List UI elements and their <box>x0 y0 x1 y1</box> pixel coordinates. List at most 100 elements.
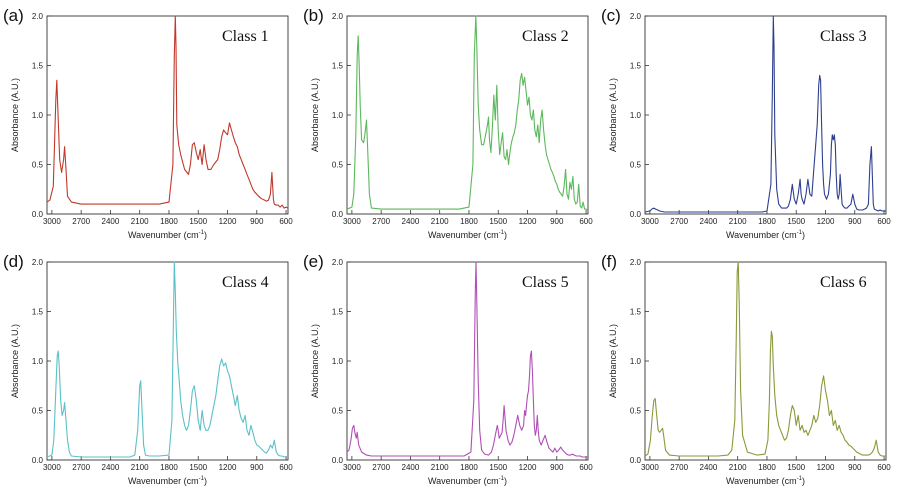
x-tick-label: 900 <box>550 463 564 472</box>
y-axis-title: Absorbance (A.U.) <box>10 78 20 152</box>
y-tick-label: 0.5 <box>630 407 642 416</box>
x-tick-label: 3000 <box>43 217 61 226</box>
x-tick-label: 2100 <box>131 463 149 472</box>
y-tick-label: 1.0 <box>32 111 44 120</box>
x-tick-label: 600 <box>279 463 293 472</box>
x-tick-label: 2100 <box>729 217 747 226</box>
class-title: Class 3 <box>820 28 867 45</box>
y-tick-label: 0.5 <box>630 161 642 170</box>
x-tick-label: 2700 <box>670 463 688 472</box>
y-tick-label: 0.5 <box>332 407 344 416</box>
y-tick-label: 1.0 <box>630 357 642 366</box>
x-axis-title: Wavenumber (cm-1) <box>726 230 805 240</box>
x-tick-label: 1200 <box>219 463 237 472</box>
x-tick-label: 1500 <box>489 463 507 472</box>
y-tick-label: 0.5 <box>32 407 44 416</box>
x-tick-label: 1200 <box>219 217 237 226</box>
x-tick-label: 3000 <box>343 217 361 226</box>
x-tick-label: 2700 <box>72 463 90 472</box>
x-tick-label: 2100 <box>729 463 747 472</box>
x-tick-label: 3000 <box>641 217 659 226</box>
x-tick-label: 2700 <box>372 217 390 226</box>
y-axis-title: Absorbance (A.U.) <box>608 324 618 398</box>
x-tick-label: 2400 <box>402 217 420 226</box>
y-axis-title: Absorbance (A.U.) <box>608 78 618 152</box>
plot-frame <box>644 15 887 215</box>
x-tick-label: 1800 <box>460 217 478 226</box>
y-tick-label: 0.0 <box>32 456 44 465</box>
plot-frame <box>46 15 289 215</box>
x-tick-label: 900 <box>848 217 862 226</box>
x-tick-label: 1200 <box>519 463 537 472</box>
x-axis-title: Wavenumber (cm-1) <box>428 476 507 486</box>
spectrum-line <box>346 261 588 458</box>
plot-frame <box>644 261 887 461</box>
x-tick-label: 1200 <box>519 217 537 226</box>
y-tick-label: 1.0 <box>32 357 44 366</box>
panel-label: (c) <box>601 6 621 25</box>
y-axis-title: Absorbance (A.U.) <box>10 324 20 398</box>
y-axis-title: Absorbance (A.U.) <box>310 324 320 398</box>
x-tick-label: 3000 <box>343 463 361 472</box>
x-tick-label: 900 <box>250 463 264 472</box>
x-tick-label: 1800 <box>460 463 478 472</box>
spectrum-line <box>346 15 589 211</box>
x-axis-title: Wavenumber (cm-1) <box>726 476 805 486</box>
plot-frame <box>346 261 589 461</box>
y-tick-label: 2.0 <box>630 258 642 267</box>
x-tick-label: 1500 <box>189 463 207 472</box>
panel-label: (f) <box>601 252 617 271</box>
spectrum-panel: (c) 0.0 0.5 1.0 1.5 2.0 3000 2700 2400 2100 1800 15… <box>601 6 891 240</box>
y-tick-label: 2.0 <box>32 258 44 267</box>
spectrum-panel: (e) 0.0 0.5 1.0 1.5 2.0 3000 2700 2400 2100 1800 15… <box>303 252 593 486</box>
y-tick-label: 1.0 <box>332 357 344 366</box>
x-tick-label: 1800 <box>160 463 178 472</box>
x-tick-label: 2400 <box>700 217 718 226</box>
x-tick-label: 2700 <box>372 463 390 472</box>
x-axis-title: Wavenumber (cm-1) <box>128 476 207 486</box>
y-tick-label: 2.0 <box>332 258 344 267</box>
x-tick-label: 1500 <box>489 217 507 226</box>
x-tick-label: 1200 <box>817 463 835 472</box>
y-tick-label: 2.0 <box>332 12 344 21</box>
x-tick-label: 600 <box>877 217 891 226</box>
x-tick-label: 1800 <box>758 217 776 226</box>
spectrum-line <box>46 261 288 458</box>
y-tick-label: 1.5 <box>32 62 44 71</box>
x-tick-label: 2400 <box>102 217 120 226</box>
x-tick-label: 1500 <box>189 217 207 226</box>
y-tick-label: 1.5 <box>630 308 642 317</box>
y-tick-label: 2.0 <box>32 12 44 21</box>
spectrum-panel: (a) 0.0 0.5 1.0 1.5 2.0 3000 2700 2400 2100 1800 15… <box>3 6 293 240</box>
y-tick-label: 0.0 <box>630 456 642 465</box>
x-tick-label: 2400 <box>102 463 120 472</box>
spectrum-panel: (f) 0.0 0.5 1.0 1.5 2.0 3000 2700 2400 2100 1800 15… <box>601 252 891 486</box>
x-tick-label: 900 <box>250 217 264 226</box>
x-axis-title: Wavenumber (cm-1) <box>428 230 507 240</box>
x-tick-label: 1500 <box>787 463 805 472</box>
panel-label: (a) <box>3 6 24 25</box>
plot-frame <box>346 15 589 215</box>
x-tick-label: 3000 <box>43 463 61 472</box>
x-tick-label: 900 <box>848 463 862 472</box>
y-tick-label: 1.5 <box>332 308 344 317</box>
panel-label: (b) <box>303 6 324 25</box>
panel-label: (d) <box>3 252 24 271</box>
x-tick-label: 2400 <box>700 463 718 472</box>
class-title: Class 4 <box>222 274 269 291</box>
y-tick-label: 2.0 <box>630 12 642 21</box>
y-tick-label: 1.5 <box>32 308 44 317</box>
y-tick-label: 0.5 <box>32 161 44 170</box>
x-tick-label: 1800 <box>758 463 776 472</box>
x-tick-label: 1500 <box>787 217 805 226</box>
y-axis-title: Absorbance (A.U.) <box>310 78 320 152</box>
y-tick-label: 0.0 <box>32 210 44 219</box>
spectrum-line <box>644 15 886 213</box>
spectrum-line <box>644 261 886 457</box>
y-tick-label: 0.0 <box>332 210 344 219</box>
spectrum-panel: (d) 0.0 0.5 1.0 1.5 2.0 3000 2700 2400 2100 1800 15… <box>3 252 293 486</box>
x-tick-label: 600 <box>579 463 593 472</box>
x-tick-label: 600 <box>877 463 891 472</box>
x-axis-title: Wavenumber (cm-1) <box>128 230 207 240</box>
